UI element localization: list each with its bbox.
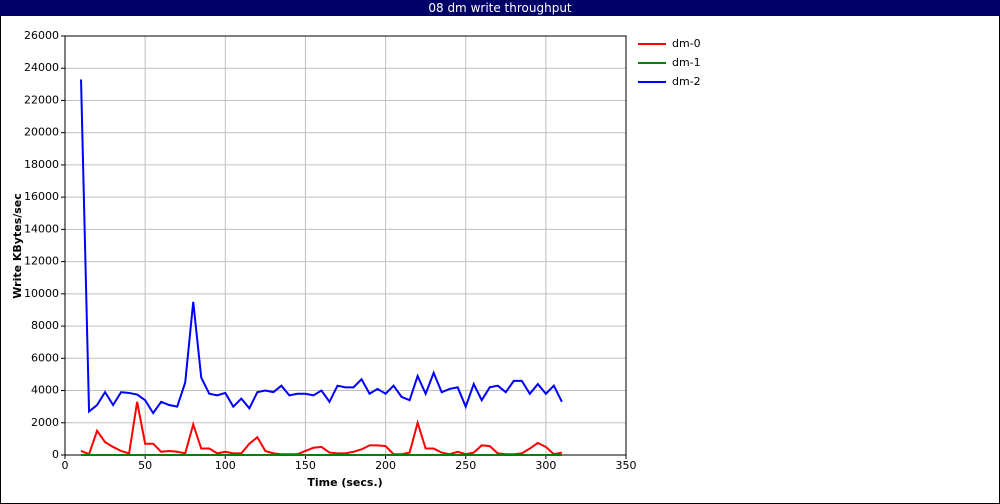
chart-title: 08 dm write throughput (428, 1, 572, 15)
y-tick-label: 12000 (24, 255, 59, 268)
legend-label: dm-0 (672, 37, 701, 50)
series-line (80, 401, 563, 456)
x-tick-label: 350 (616, 459, 637, 472)
y-tick-label: 2000 (31, 416, 59, 429)
y-axis-label: Write KBytes/sec (11, 193, 24, 299)
title-bar (0, 0, 1000, 16)
legend-label: dm-1 (672, 56, 701, 69)
y-tick-label: 10000 (24, 287, 59, 300)
y-tick-label: 24000 (24, 61, 59, 74)
y-tick-label: 18000 (24, 158, 59, 171)
x-tick-label: 50 (138, 459, 152, 472)
y-tick-label: 16000 (24, 190, 59, 203)
y-tick-label: 0 (52, 448, 59, 461)
x-tick-label: 0 (62, 459, 69, 472)
y-tick-label: 14000 (24, 222, 59, 235)
x-tick-label: 150 (295, 459, 316, 472)
x-tick-label: 300 (535, 459, 556, 472)
x-axis-label: Time (secs.) (307, 476, 382, 489)
x-tick-label: 250 (455, 459, 476, 472)
y-tick-label: 4000 (31, 384, 59, 397)
series-line (80, 79, 563, 415)
y-tick-label: 6000 (31, 351, 59, 364)
y-tick-label: 22000 (24, 93, 59, 106)
legend-label: dm-2 (672, 75, 701, 88)
y-tick-label: 20000 (24, 126, 59, 139)
x-tick-label: 100 (215, 459, 236, 472)
y-tick-label: 8000 (31, 319, 59, 332)
y-tick-label: 26000 (24, 29, 59, 42)
x-tick-label: 200 (375, 459, 396, 472)
